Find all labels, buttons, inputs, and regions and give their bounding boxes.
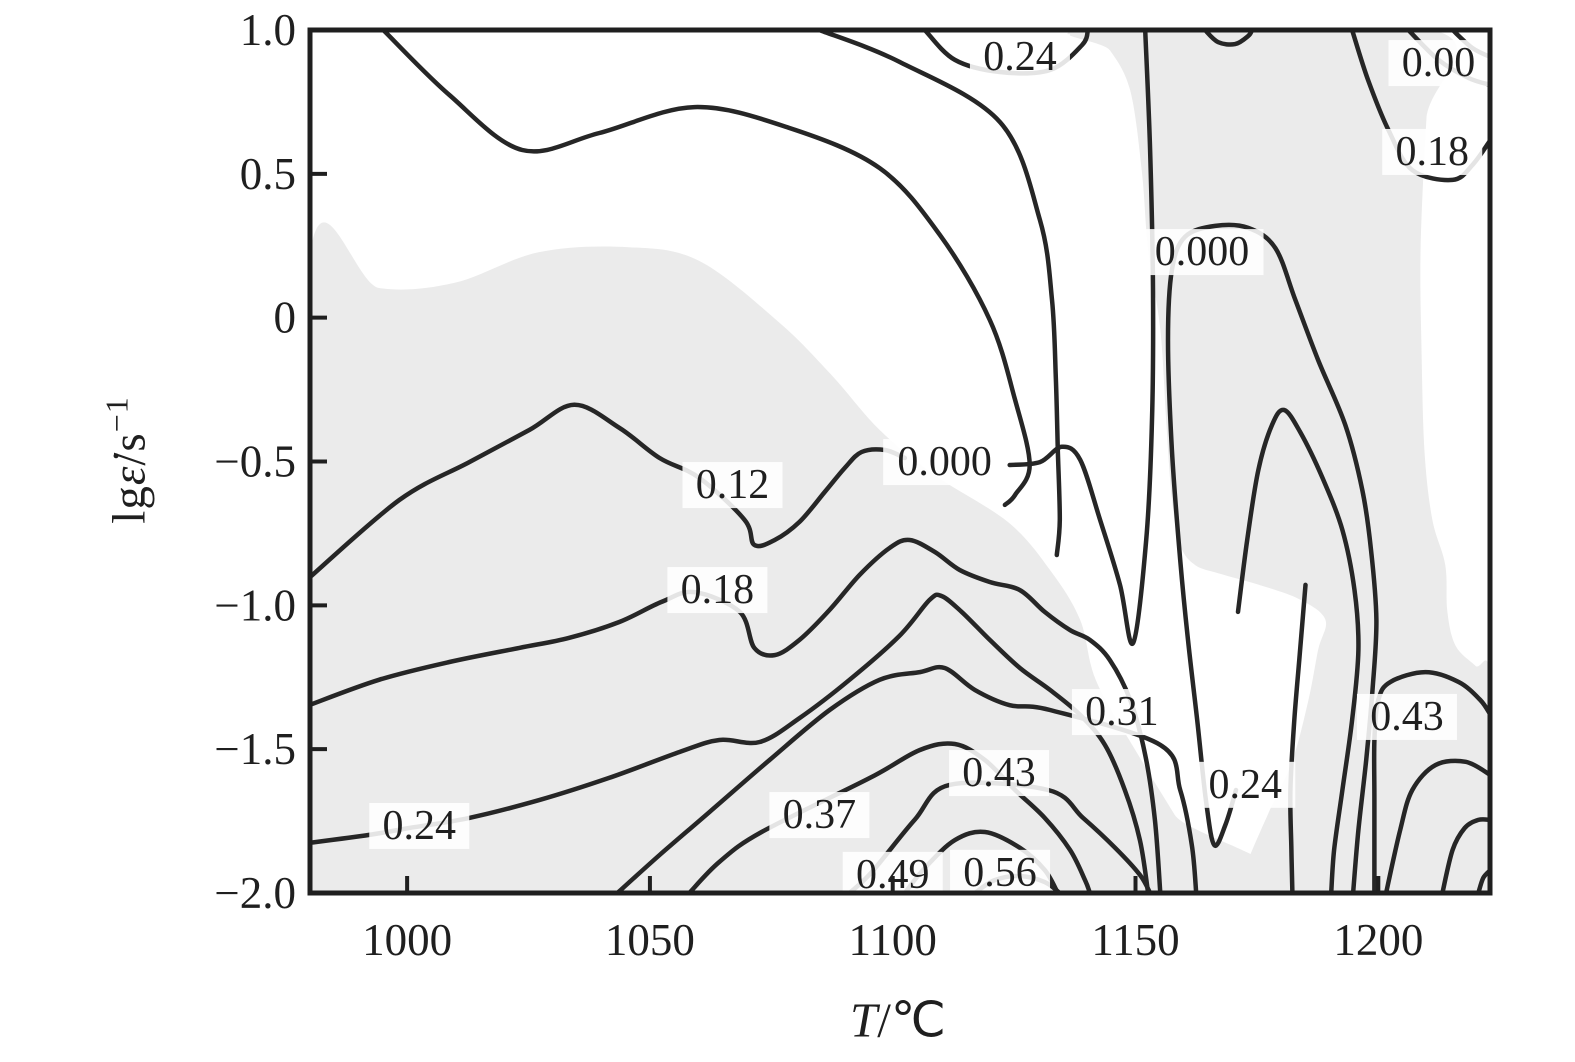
contour-label-halo-9 (769, 792, 870, 839)
x-tick-label-1000: 1000 (362, 915, 452, 965)
y-axis-title-prefix: lg (103, 485, 156, 524)
contour-label-halo-6 (667, 567, 768, 614)
contour-label-4: 0.12 (696, 462, 770, 508)
y-tick-label-6: −2.0 (214, 868, 296, 918)
x-axis-title-symbol: T (850, 992, 878, 1048)
contour-label-halo-14 (1356, 693, 1457, 740)
y-axis-title-symbol: ε̇ (103, 465, 156, 486)
contour-line-corner-arc-1 (1383, 758, 1490, 893)
y-tick-label-2: 0 (274, 293, 297, 343)
y-tick-label-4: −1.0 (214, 580, 296, 630)
contour-label-halo-0 (969, 34, 1070, 81)
x-tick-label-1150: 1150 (1091, 915, 1179, 965)
contour-label-halo-5 (883, 439, 1007, 486)
contour-line-low-0.37 (687, 741, 1093, 893)
contour-line-upper-left-sweep (381, 30, 1032, 508)
contour-label-0: 0.24 (983, 34, 1057, 80)
y-tick-label-0: 1.0 (240, 5, 296, 55)
contour-label-10: 0.24 (383, 803, 457, 849)
contour-label-halo-7 (1071, 689, 1172, 736)
contour-line-mid-0.12 (310, 402, 908, 581)
contour-label-halo-12 (950, 849, 1051, 893)
contour-label-7: 0.31 (1085, 689, 1159, 735)
contour-label-halo-10 (369, 802, 470, 849)
contour-label-halo-8 (949, 750, 1050, 797)
contour-line-right-mid-s (1288, 582, 1308, 893)
contour-label-5: 0.000 (897, 439, 992, 485)
y-axis-title-unit: /s (103, 432, 156, 466)
contour-label-halo-4 (682, 462, 783, 509)
x-tick-label-1050: 1050 (605, 915, 695, 965)
y-axis-title-exponent: −1 (99, 396, 135, 433)
y-axis-title: lgε̇/s−1 (100, 396, 157, 523)
contour-label-halo-1 (1388, 40, 1489, 87)
contour-label-9: 0.37 (783, 792, 857, 838)
contour-line-right-mid-hook (1235, 407, 1361, 893)
contour-line-corner-arc-2 (1440, 817, 1490, 893)
contour-label-13: 0.24 (1209, 762, 1283, 808)
x-tick-label-1100: 1100 (849, 915, 937, 965)
contour-label-8: 0.43 (962, 750, 1036, 796)
instability-region-instability-left (310, 222, 1279, 893)
contour-label-3: 0.000 (1155, 229, 1250, 275)
y-tick-label-3: −0.5 (214, 437, 296, 487)
x-axis-title: T/℃ (850, 992, 946, 1049)
x-tick-label-1200: 1200 (1333, 915, 1423, 965)
contour-label-halo-3 (1140, 229, 1264, 276)
y-tick-label-5: −1.5 (214, 724, 296, 774)
contour-label-2: 0.18 (1395, 129, 1469, 175)
plot-inner-group: 0.24 0.00 0.18 0.000 0.12 0.000 0.18 0.31 0.43 0.… (310, 30, 1490, 896)
contour-label-12: 0.56 (963, 850, 1037, 896)
contour-label-halo-2 (1382, 128, 1483, 175)
contour-label-halo-13 (1195, 761, 1296, 808)
contour-line-upper-mid-descent (817, 30, 1063, 558)
contour-line-mid-0.18 (310, 537, 1163, 893)
contour-line-low-0.31 (615, 664, 1199, 893)
contour-line-right-0.000-loop (1165, 222, 1379, 893)
y-tick-label-1: 0.5 (240, 149, 296, 199)
contour-line-corner-0.43-hook (1371, 669, 1490, 893)
contour-label-6: 0.18 (681, 567, 755, 613)
contour-label-1: 0.00 (1402, 40, 1476, 86)
contour-label-14: 0.43 (1370, 694, 1444, 740)
x-axis-title-unit: /℃ (877, 992, 946, 1048)
contour-line-top-edge-bump (1202, 30, 1255, 47)
